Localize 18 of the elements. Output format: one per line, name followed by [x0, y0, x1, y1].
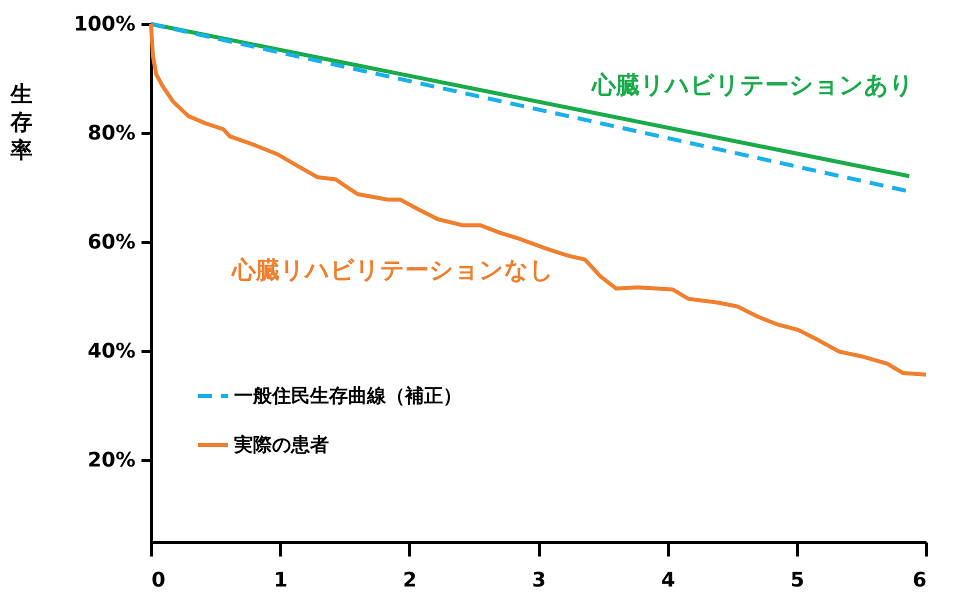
- x-tick-label: 3: [532, 568, 546, 592]
- y-tick-label: 80%: [88, 120, 136, 145]
- line-series: [149, 22, 928, 377]
- annotation: 心臓リハビリテーションなし: [231, 256, 554, 284]
- annotation: 心臓リハビリテーションあり: [591, 71, 914, 99]
- x-tick-label: 5: [790, 568, 804, 592]
- x-tick-label: 0: [152, 568, 166, 592]
- y-axis-title: 生存率: [10, 82, 32, 164]
- x-tick-label: 1: [274, 568, 288, 592]
- y-tick-label: 40%: [88, 338, 136, 363]
- x-tick-label: 6: [912, 568, 926, 592]
- legend-label: 一般住民生存曲線（補正）: [234, 385, 462, 407]
- x-tick-label: 2: [402, 568, 417, 592]
- y-tick-label: 60%: [88, 230, 136, 254]
- legend-label: 実際の患者: [233, 434, 329, 456]
- y-tick-label: 20%: [88, 448, 136, 472]
- y-tick-label: 100%: [74, 12, 136, 36]
- x-tick-label: 4: [661, 568, 676, 592]
